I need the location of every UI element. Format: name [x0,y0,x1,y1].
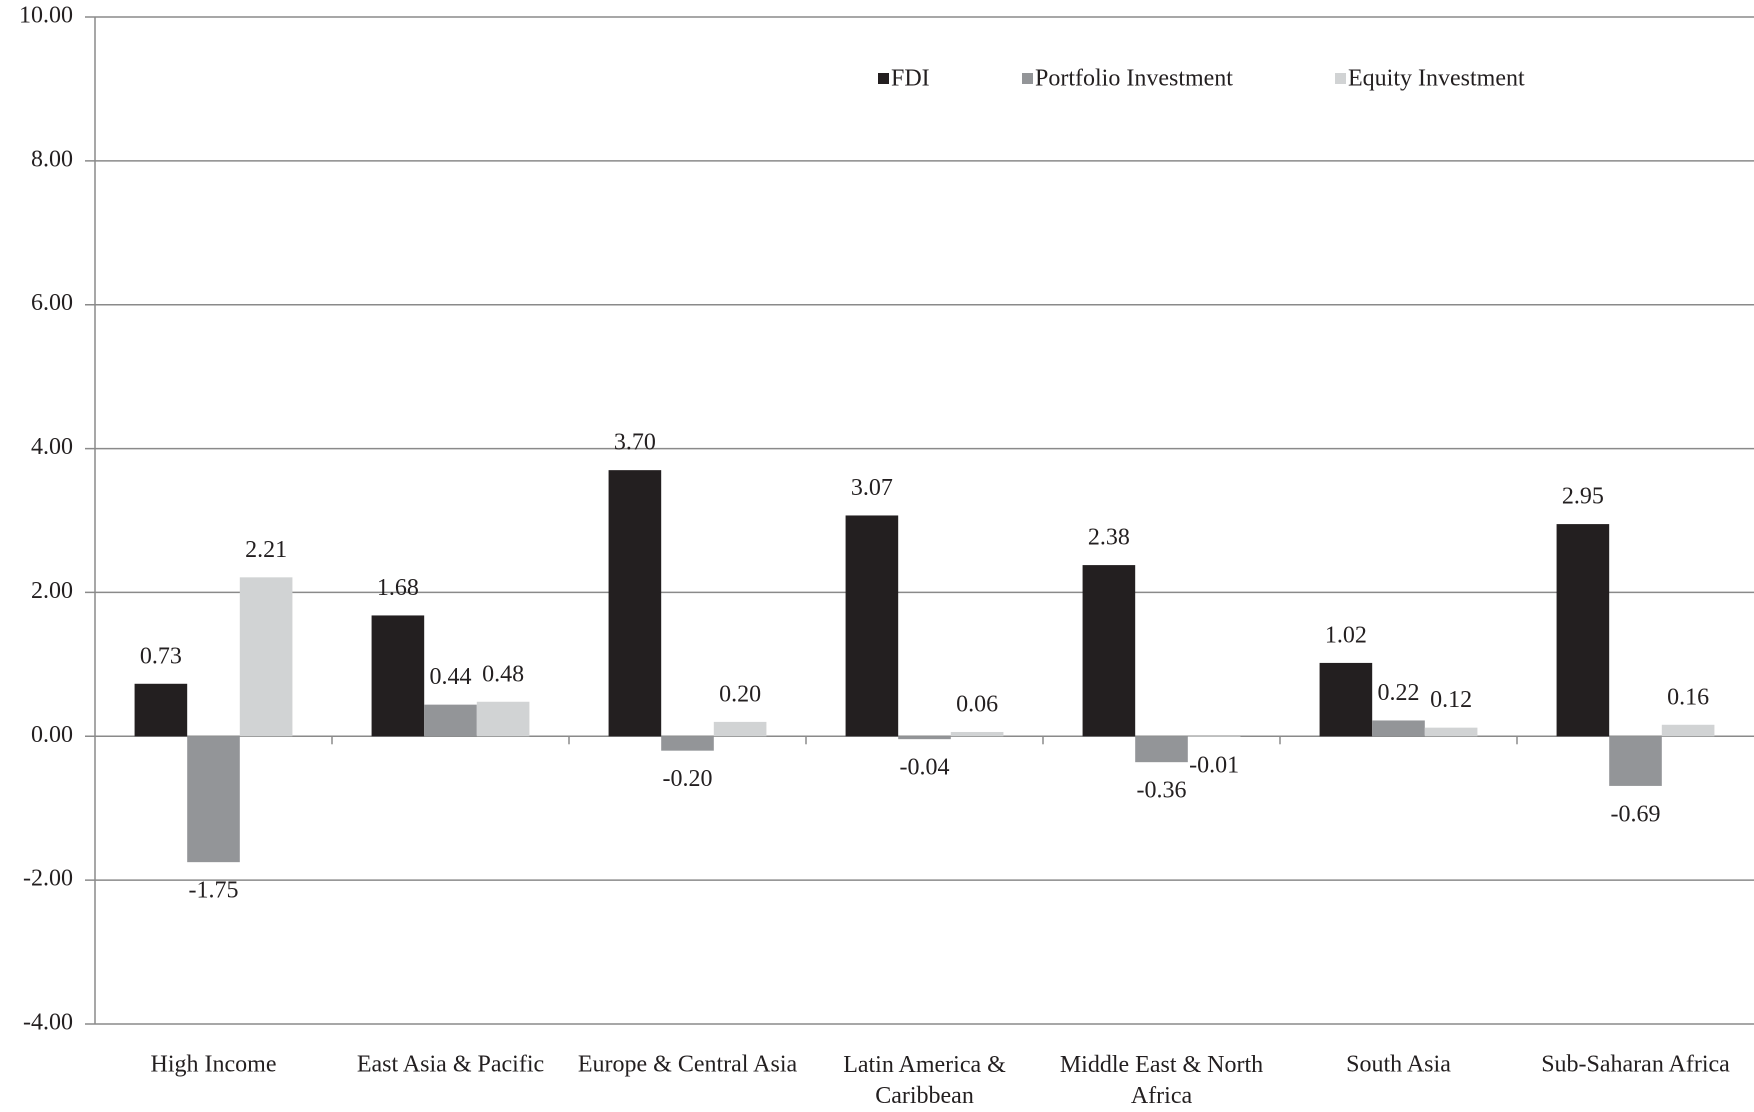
y-tick-label: 0.00 [31,722,73,748]
x-tick-label: Middle East & North Africa [1060,1052,1263,1109]
bar [1372,720,1425,737]
bar [424,704,477,737]
legend-label: Portfolio Investment [1035,66,1233,92]
bar [608,470,662,737]
value-label: 3.70 [614,430,656,456]
bar [1661,724,1715,737]
bar [950,731,1004,737]
value-label: 2.21 [245,537,287,563]
bar [134,683,188,737]
x-tick-label: Sub-Saharan Africa [1541,1052,1730,1078]
value-label: 0.12 [1430,687,1472,713]
value-label: -0.01 [1189,753,1239,779]
bar [1135,736,1188,763]
bar [239,577,293,737]
x-tick-label: Europe & Central Asia [578,1052,798,1078]
y-tick-label: -2.00 [23,866,73,892]
legend-swatch [1022,73,1033,84]
x-tick-label: Latin America & Caribbean [843,1052,1006,1109]
value-label: 0.22 [1378,680,1420,706]
x-tick-label: East Asia & Pacific [357,1052,544,1078]
legend-label: Equity Investment [1348,66,1525,92]
bar [661,736,714,751]
value-label: 0.48 [482,661,524,687]
y-tick-label: 2.00 [31,578,73,604]
value-label: 2.38 [1088,525,1130,551]
legend-swatch [1335,73,1346,84]
bar [898,736,951,740]
value-label: 1.68 [377,575,419,601]
value-label: 0.06 [956,691,998,717]
value-label: -0.20 [663,766,713,792]
value-label: -0.69 [1611,801,1661,827]
y-tick-label: 10.00 [19,3,73,29]
x-tick-label: High Income [151,1052,277,1078]
value-label: -0.36 [1137,778,1187,804]
value-label: -1.75 [189,878,239,904]
value-label: 0.16 [1667,684,1709,710]
bar [713,721,767,737]
bar [1187,736,1241,738]
bar [1609,736,1662,786]
y-tick-label: 8.00 [31,146,73,172]
bar [187,736,240,863]
bar [476,701,530,737]
bar [1556,524,1610,737]
legend-label: FDI [891,66,930,92]
value-label: -0.04 [900,755,950,781]
bar [1082,565,1136,737]
y-tick-label: 4.00 [31,434,73,460]
value-label: 1.02 [1325,622,1367,648]
value-label: 0.44 [430,664,472,690]
bar [845,515,899,737]
value-label: 2.95 [1562,484,1604,510]
value-label: 0.20 [719,681,761,707]
legend-swatch [878,73,889,84]
x-tick-label: South Asia [1346,1052,1451,1078]
bar [371,615,425,737]
bar [1424,727,1478,737]
y-tick-label: -4.00 [23,1010,73,1036]
value-label: 0.73 [140,643,182,669]
value-label: 3.07 [851,475,893,501]
bar [1319,662,1373,737]
y-tick-label: 6.00 [31,290,73,316]
